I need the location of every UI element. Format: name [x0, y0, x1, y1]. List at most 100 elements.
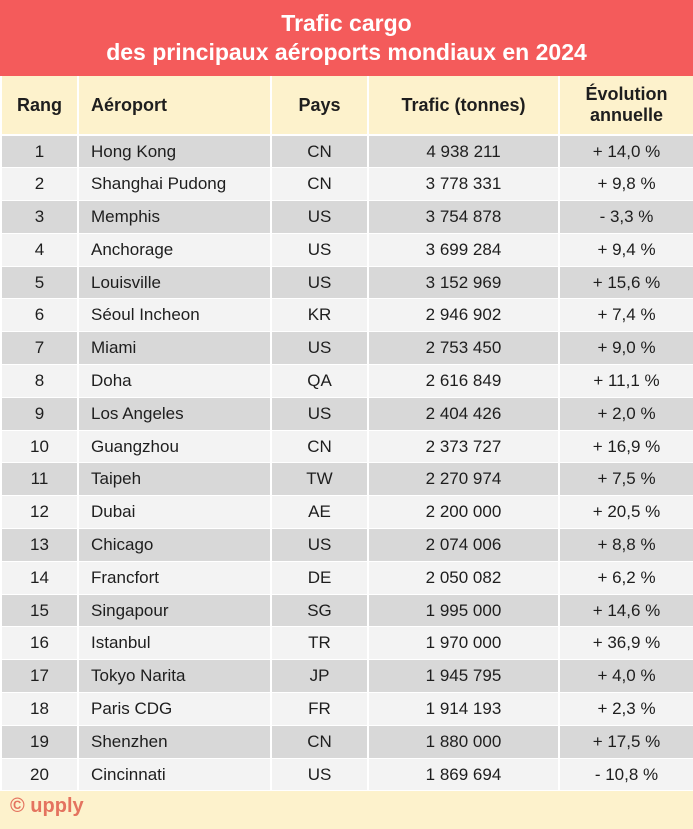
- rank-cell: 20: [0, 758, 79, 792]
- rank-cell: 10: [0, 430, 79, 464]
- header-evolution: Évolution annuelle: [558, 76, 693, 136]
- country-cell: DE: [270, 561, 369, 595]
- airport-cell: Louisville: [77, 266, 272, 300]
- airport-cell: Hong Kong: [77, 135, 272, 169]
- evolution-cell: + 16,9 %: [558, 430, 693, 464]
- header-trafic: Trafic (tonnes): [367, 76, 560, 136]
- traffic-cell: 3 152 969: [367, 266, 560, 300]
- airport-cell: Chicago: [77, 528, 272, 562]
- table-row: 4 Anchorage US 3 699 284 + 9,4 %: [0, 233, 693, 267]
- country-cell: CN: [270, 135, 369, 169]
- traffic-cell: 2 074 006: [367, 528, 560, 562]
- traffic-cell: 1 880 000: [367, 725, 560, 759]
- evolution-cell: + 6,2 %: [558, 561, 693, 595]
- airport-cell: Istanbul: [77, 626, 272, 661]
- airport-cell: Singapour: [77, 594, 272, 628]
- rank-cell: 16: [0, 626, 79, 661]
- rank-cell: 9: [0, 397, 79, 431]
- country-cell: TW: [270, 462, 369, 497]
- traffic-cell: 4 938 211: [367, 135, 560, 169]
- table-row: 16 Istanbul TR 1 970 000 + 36,9 %: [0, 626, 693, 661]
- traffic-cell: 2 946 902: [367, 298, 560, 333]
- airport-cell: Doha: [77, 364, 272, 398]
- rank-cell: 14: [0, 561, 79, 595]
- evolution-cell: - 10,8 %: [558, 758, 693, 792]
- table-row: 6 Séoul Incheon KR 2 946 902 + 7,4 %: [0, 298, 693, 333]
- table-row: 13 Chicago US 2 074 006 + 8,8 %: [0, 528, 693, 562]
- country-cell: US: [270, 758, 369, 792]
- table-row: 17 Tokyo Narita JP 1 945 795 + 4,0 %: [0, 659, 693, 694]
- table-title: Trafic cargo des principaux aéroports mo…: [0, 0, 693, 76]
- table-row: 14 Francfort DE 2 050 082 + 6,2 %: [0, 561, 693, 595]
- rank-cell: 11: [0, 462, 79, 497]
- evolution-cell: + 20,5 %: [558, 495, 693, 530]
- airport-cell: Shenzhen: [77, 725, 272, 759]
- rank-cell: 15: [0, 594, 79, 628]
- traffic-cell: 1 995 000: [367, 594, 560, 628]
- airport-cell: Shanghai Pudong: [77, 167, 272, 202]
- table-row: 5 Louisville US 3 152 969 + 15,6 %: [0, 266, 693, 300]
- table-row: 2 Shanghai Pudong CN 3 778 331 + 9,8 %: [0, 167, 693, 202]
- traffic-cell: 1 869 694: [367, 758, 560, 792]
- traffic-cell: 1 970 000: [367, 626, 560, 661]
- traffic-cell: 3 699 284: [367, 233, 560, 267]
- table-row: 12 Dubai AE 2 200 000 + 20,5 %: [0, 495, 693, 530]
- traffic-cell: 2 616 849: [367, 364, 560, 398]
- traffic-cell: 3 778 331: [367, 167, 560, 202]
- country-cell: QA: [270, 364, 369, 398]
- airport-cell: Cincinnati: [77, 758, 272, 792]
- table-row: 9 Los Angeles US 2 404 426 + 2,0 %: [0, 397, 693, 431]
- cargo-traffic-table: Rang Aéroport Pays Trafic (tonnes) Évolu…: [0, 76, 693, 792]
- airport-cell: Guangzhou: [77, 430, 272, 464]
- table-row: 19 Shenzhen CN 1 880 000 + 17,5 %: [0, 725, 693, 759]
- source-logo: © upply: [0, 791, 693, 829]
- country-cell: TR: [270, 626, 369, 661]
- airport-cell: Dubai: [77, 495, 272, 530]
- rank-cell: 5: [0, 266, 79, 300]
- country-cell: US: [270, 528, 369, 562]
- evolution-cell: + 2,3 %: [558, 692, 693, 726]
- country-cell: CN: [270, 430, 369, 464]
- evolution-cell: + 15,6 %: [558, 266, 693, 300]
- rank-cell: 4: [0, 233, 79, 267]
- evolution-cell: + 7,4 %: [558, 298, 693, 333]
- header-aeroport: Aéroport: [77, 76, 272, 136]
- table-row: 11 Taipeh TW 2 270 974 + 7,5 %: [0, 462, 693, 497]
- evolution-cell: + 7,5 %: [558, 462, 693, 497]
- traffic-cell: 2 404 426: [367, 397, 560, 431]
- traffic-cell: 2 373 727: [367, 430, 560, 464]
- country-cell: CN: [270, 167, 369, 202]
- country-cell: FR: [270, 692, 369, 726]
- evolution-cell: + 9,4 %: [558, 233, 693, 267]
- traffic-cell: 1 914 193: [367, 692, 560, 726]
- evolution-cell: + 4,0 %: [558, 659, 693, 694]
- evolution-cell: + 9,8 %: [558, 167, 693, 202]
- country-cell: US: [270, 233, 369, 267]
- title-line-2: des principaux aéroports mondiaux en 202…: [106, 39, 587, 65]
- evolution-cell: + 36,9 %: [558, 626, 693, 661]
- rank-cell: 2: [0, 167, 79, 202]
- rank-cell: 12: [0, 495, 79, 530]
- rank-cell: 18: [0, 692, 79, 726]
- country-cell: CN: [270, 725, 369, 759]
- country-cell: KR: [270, 298, 369, 333]
- rank-cell: 17: [0, 659, 79, 694]
- country-cell: SG: [270, 594, 369, 628]
- traffic-cell: 2 050 082: [367, 561, 560, 595]
- airport-cell: Paris CDG: [77, 692, 272, 726]
- country-cell: US: [270, 266, 369, 300]
- header-pays: Pays: [270, 76, 369, 136]
- country-cell: US: [270, 200, 369, 234]
- rank-cell: 19: [0, 725, 79, 759]
- table-row: 15 Singapour SG 1 995 000 + 14,6 %: [0, 594, 693, 628]
- rank-cell: 1: [0, 135, 79, 169]
- table-row: 10 Guangzhou CN 2 373 727 + 16,9 %: [0, 430, 693, 464]
- evolution-cell: - 3,3 %: [558, 200, 693, 234]
- airport-cell: Séoul Incheon: [77, 298, 272, 333]
- rank-cell: 3: [0, 200, 79, 234]
- country-cell: AE: [270, 495, 369, 530]
- evolution-cell: + 2,0 %: [558, 397, 693, 431]
- airport-cell: Tokyo Narita: [77, 659, 272, 694]
- evolution-cell: + 11,1 %: [558, 364, 693, 398]
- table-row: 8 Doha QA 2 616 849 + 11,1 %: [0, 364, 693, 398]
